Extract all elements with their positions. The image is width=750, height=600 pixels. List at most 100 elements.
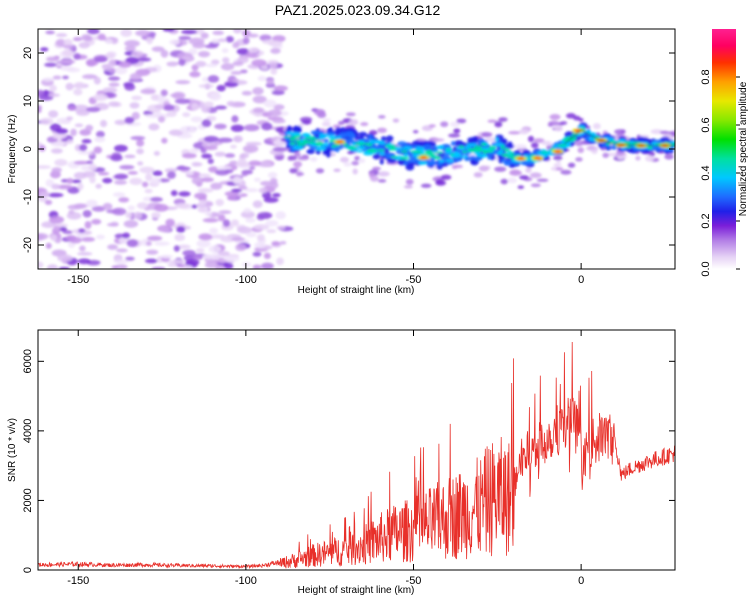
heatmap-cell	[464, 145, 471, 150]
heatmap-cell	[45, 30, 55, 35]
heatmap-cell	[210, 182, 223, 190]
heatmap-ridge-line	[564, 129, 675, 146]
heatmap-cell	[102, 202, 113, 210]
heatmap-cell	[348, 119, 359, 126]
heatmap-cell	[283, 136, 291, 139]
heatmap-cell	[124, 154, 136, 159]
heatmap-cell	[527, 135, 535, 143]
heatmap-cell	[453, 164, 463, 169]
heatmap-cell	[554, 150, 562, 153]
heatmap-cell	[66, 211, 82, 220]
heatmap-cell	[645, 155, 655, 162]
heatmap-cell	[140, 88, 156, 95]
heatmap-cell	[322, 118, 332, 122]
heatmap-cell	[81, 139, 92, 144]
colorbar-tick-label: 0.2	[700, 213, 712, 228]
heatmap-cell	[154, 203, 169, 212]
heatmap-cell	[93, 76, 101, 85]
heatmap-cell	[59, 226, 68, 232]
heatmap-cell	[120, 29, 133, 37]
heatmap-cell	[73, 52, 81, 60]
heatmap-cell	[197, 188, 214, 193]
heatmap-cell	[451, 151, 460, 155]
heatmap-cell	[108, 101, 120, 107]
heatmap-cell	[376, 149, 386, 152]
heatmap-cell	[272, 118, 286, 124]
heatmap-cell	[418, 160, 428, 165]
heatmap-cell	[110, 38, 119, 45]
y-tick-label: 10	[22, 95, 34, 107]
heatmap-cell	[461, 150, 469, 154]
heatmap-cell	[114, 144, 128, 152]
heatmap-cell	[565, 139, 575, 142]
heatmap-cell	[196, 239, 211, 248]
heatmap-cell	[82, 74, 98, 80]
heatmap-cell	[224, 191, 240, 197]
heatmap-cell	[62, 75, 69, 80]
heatmap-cell	[62, 49, 74, 57]
heatmap-cell	[118, 197, 130, 203]
colorbar-tick-label: 0.6	[700, 117, 712, 132]
heatmap-cell	[102, 64, 112, 72]
heatmap-cell	[65, 82, 74, 91]
heatmap-cell	[505, 149, 513, 152]
heatmap-cell	[181, 153, 197, 159]
heatmap-cell	[197, 207, 206, 213]
heatmap-cell	[477, 138, 486, 144]
heatmap-cell	[233, 135, 243, 143]
heatmap-cell	[230, 188, 243, 193]
x-tick-label: -150	[67, 274, 89, 286]
heatmap-cell	[129, 102, 140, 109]
heatmap-cell	[200, 32, 209, 39]
heatmap-cell	[52, 132, 67, 140]
heatmap-cell	[321, 142, 329, 147]
heatmap-cell	[151, 266, 166, 269]
heatmap-cell	[102, 87, 118, 94]
heatmap-cell	[410, 150, 420, 154]
heatmap-cell	[129, 177, 143, 186]
heatmap-cell	[217, 137, 233, 143]
heatmap-cell	[202, 218, 219, 223]
heatmap-cell	[271, 90, 285, 96]
heatmap-cell	[129, 72, 142, 81]
heatmap-cell	[261, 262, 274, 269]
heatmap-cell	[366, 148, 377, 153]
heatmap-cell	[136, 148, 144, 155]
heatmap-cell	[66, 116, 73, 121]
heatmap-cell	[276, 225, 286, 230]
heatmap-cell	[217, 38, 228, 43]
heatmap-cell	[145, 173, 153, 182]
heatmap-cell	[456, 118, 467, 124]
heatmap-cell	[226, 100, 235, 107]
heatmap-cell	[272, 35, 286, 43]
heatmap-cell	[270, 48, 281, 54]
heatmap-cell	[195, 60, 207, 68]
heatmap-cell	[635, 155, 641, 161]
heatmap-cell	[75, 109, 90, 116]
heatmap-cell	[170, 93, 183, 98]
heatmap-cell	[48, 93, 61, 98]
heatmap-cell	[267, 171, 278, 179]
heatmap-cell	[136, 202, 149, 210]
heatmap-cell	[270, 67, 278, 75]
heatmap-cell	[377, 179, 387, 183]
heatmap-cell	[137, 57, 152, 62]
heatmap-cell	[337, 120, 345, 125]
x-tick-label: -100	[235, 274, 257, 286]
heatmap-cell	[500, 178, 508, 185]
heatmap-cell	[273, 104, 285, 111]
heatmap-cell	[87, 29, 100, 35]
heatmap-cell	[316, 141, 324, 146]
heatmap-cell	[127, 205, 135, 211]
heatmap-cell	[242, 36, 250, 45]
heatmap-cell	[257, 75, 267, 82]
heatmap-cell	[38, 233, 45, 241]
heatmap-cell	[268, 109, 282, 117]
heatmap-cell	[405, 178, 414, 185]
heatmap-cell	[351, 160, 360, 166]
snr-panel: -150 -100 -50 0 0 2000 4000 6000 Height of stra…	[7, 329, 676, 596]
heatmap-cell	[403, 160, 409, 166]
heatmap-cell	[555, 167, 564, 171]
heatmap-cell	[624, 141, 631, 145]
